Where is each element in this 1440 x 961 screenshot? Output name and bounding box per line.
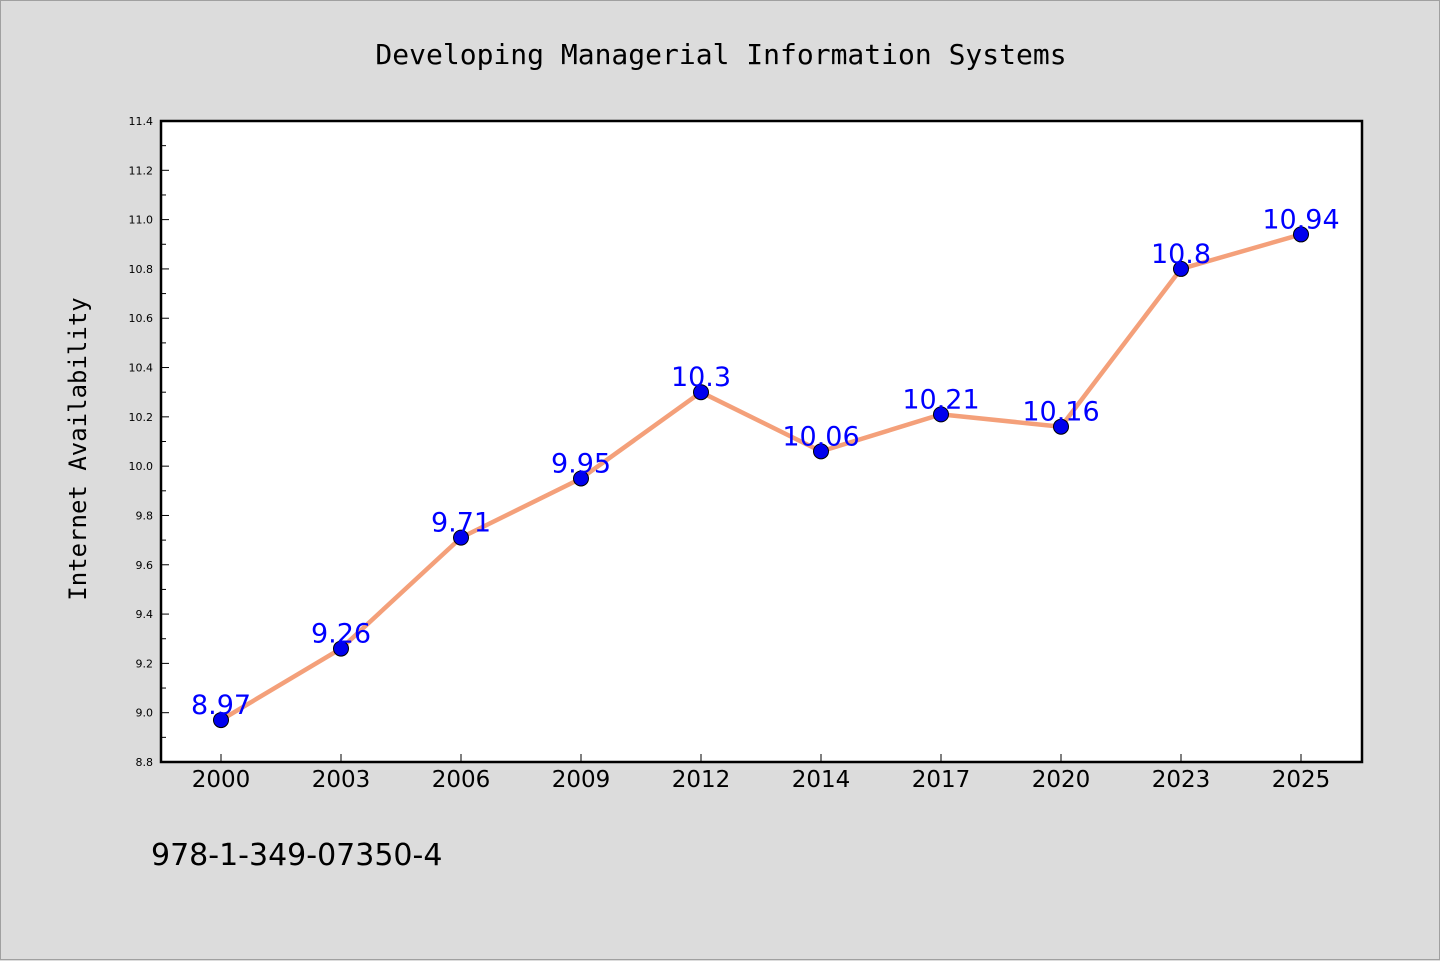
y-tick-label: 11.2 [129,164,154,177]
x-tick-label: 2000 [192,767,251,793]
data-label: 10.21 [902,384,979,415]
y-tick-label: 11.4 [129,115,154,128]
x-axis-ticks: 2000 2003 2006 2009 2012 2014 2017 2020 2023 2025 [192,754,1331,793]
y-tick-label: 9.0 [136,707,154,720]
y-tick-label: 10.6 [129,312,154,325]
data-point [693,384,709,401]
data-label: 9.95 [551,448,611,479]
y-tick-label: 10.8 [129,263,154,276]
data-label: 10.94 [1262,204,1339,235]
chart-title: Developing Managerial Information System… [375,38,1066,71]
series-layer: 8.97 9.26 9.71 9.95 10.3 10.06 10.21 10.16 10.8 1… [191,204,1340,729]
y-tick-label: 10.4 [129,362,154,375]
y-axis-label: Internet Availability [64,297,92,600]
data-point [333,640,349,657]
data-label: 10.8 [1151,239,1211,270]
y-tick-label: 9.6 [136,559,154,572]
x-tick-label: 2006 [432,767,491,793]
data-label: 9.71 [431,508,491,539]
x-tick-label: 2025 [1272,767,1331,793]
data-point [213,712,229,729]
y-tick-label: 9.4 [136,608,154,621]
data-label: 8.97 [191,690,251,721]
data-point [933,406,949,423]
y-axis-ticks: 8.8 9.0 9.2 9.4 9.6 9.8 10.0 10.2 10.4 10.6 10.8 11… [129,115,169,769]
x-tick-label: 2017 [912,767,971,793]
y-tick-label: 11.0 [129,214,154,227]
x-tick-label: 2023 [1152,767,1211,793]
data-point [1053,418,1069,435]
data-label: 10.16 [1022,397,1099,428]
y-tick-label: 9.8 [136,509,154,522]
x-tick-label: 2003 [312,767,371,793]
x-tick-label: 2020 [1032,767,1091,793]
data-point [453,529,469,546]
data-label: 10.3 [671,362,731,393]
y-tick-label: 10.0 [129,460,154,473]
data-point [573,470,589,487]
y-tick-label: 10.2 [129,411,154,424]
data-point [1173,260,1189,277]
isbn-footer: 978-1-349-07350-4 [151,838,442,873]
x-tick-label: 2012 [672,767,731,793]
series-line [218,232,1304,723]
data-label: 9.26 [311,619,371,650]
y-tick-label: 8.8 [136,756,154,769]
data-label: 10.06 [782,421,859,452]
data-point [813,443,829,460]
y-tick-label: 9.2 [136,657,154,670]
plot-area [159,119,1364,764]
data-point [1293,226,1309,243]
x-tick-label: 2014 [792,767,851,793]
x-tick-label: 2009 [552,767,611,793]
